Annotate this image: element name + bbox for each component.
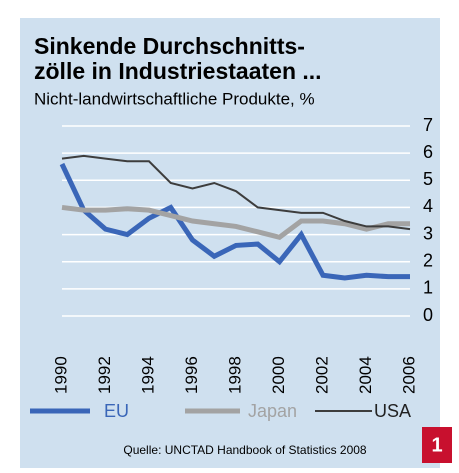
panel [20,18,440,468]
y-tick-label: 6 [423,142,433,162]
y-tick-label: 7 [423,115,433,135]
x-tick-label: 2004 [356,356,375,394]
chart-subtitle: Nicht-landwirtschaftliche Produkte, % [34,89,315,108]
badge-box [422,427,452,463]
y-tick-label: 4 [423,196,433,216]
chart-title: Sinkende Durchschnitts- [34,33,305,59]
legend-label: Japan [248,401,297,421]
badge: 1 [431,434,442,456]
legend-label: USA [374,401,411,421]
x-tick-label: 1992 [95,356,114,394]
x-tick-label: 1994 [138,356,157,394]
y-tick-label: 2 [423,250,433,270]
x-tick-label: 2006 [399,356,418,394]
series-line [61,204,410,240]
x-tick-label: 2000 [269,356,288,394]
y-tick-label: 0 [423,305,433,325]
x-tick-label: 1996 [182,356,201,394]
source: Quelle: UNCTAD Handbook of Statistics 20… [123,443,367,457]
x-tick-label: 2002 [312,356,331,394]
series-line [59,162,410,281]
y-tick-label: 5 [423,169,433,189]
series-line [61,154,411,231]
chart-title: zölle in Industriestaaten ... [34,58,322,84]
x-tick-label: 1990 [51,356,70,394]
x-tick-label: 1998 [225,356,244,394]
y-tick-label: 1 [423,278,433,298]
y-tick-label: 3 [423,223,433,243]
legend-label: EU [104,401,129,421]
